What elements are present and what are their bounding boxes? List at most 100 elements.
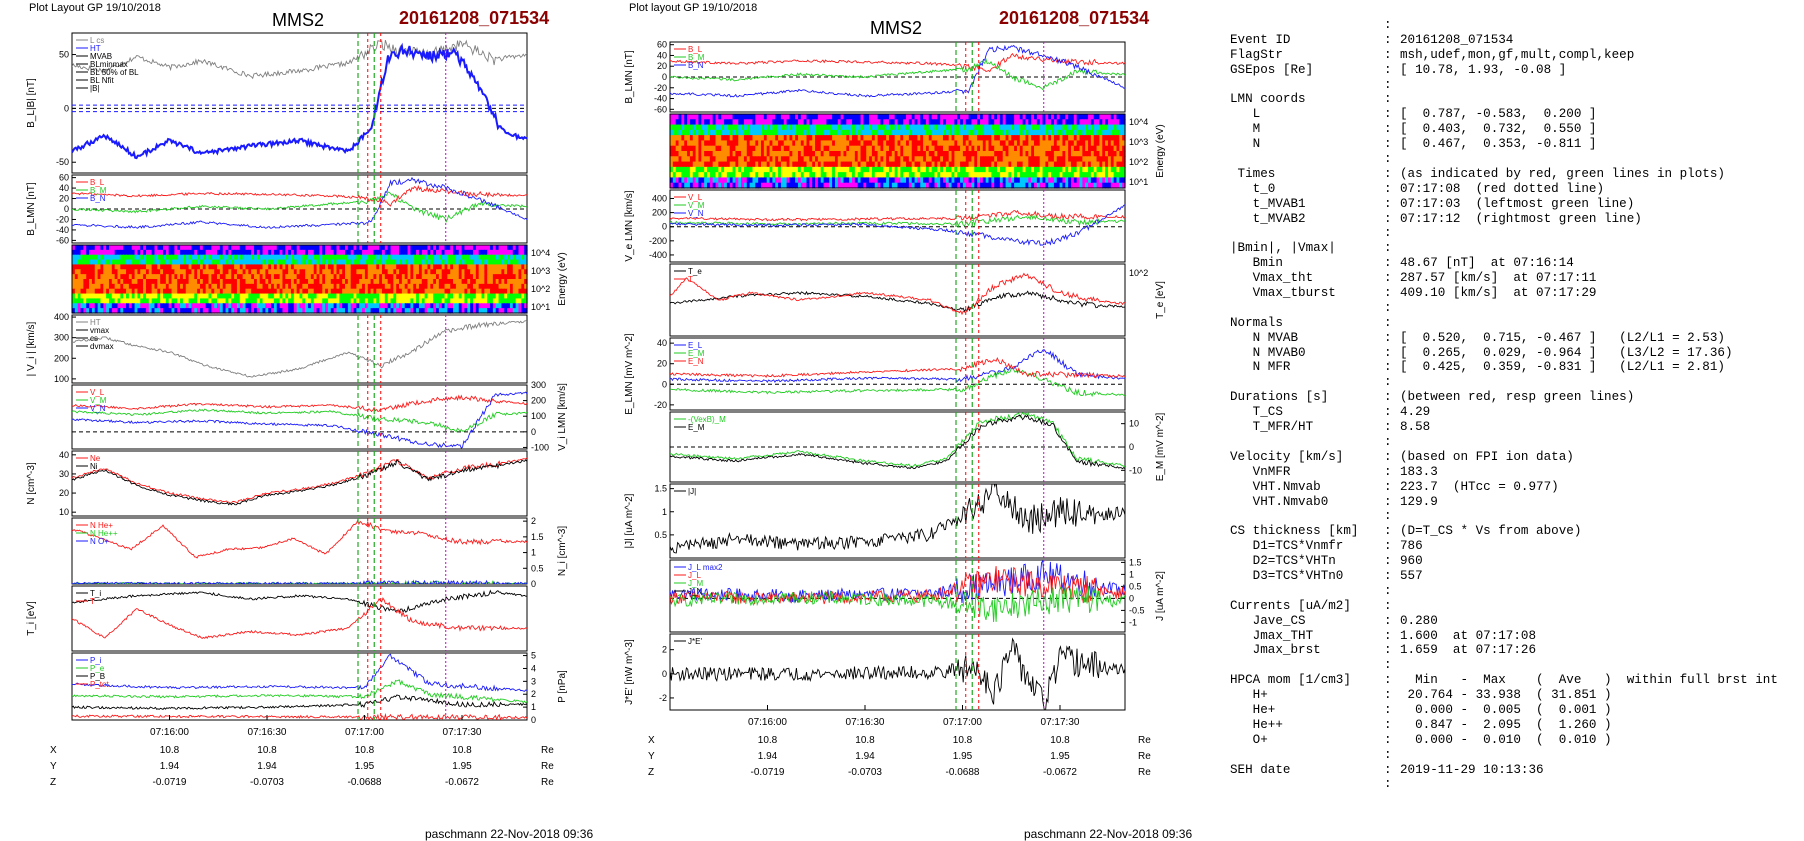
heatmap-cell bbox=[843, 172, 847, 179]
heatmap-cell bbox=[698, 124, 702, 131]
heatmap-cell bbox=[393, 274, 397, 280]
heatmap-cell bbox=[376, 288, 380, 295]
heatmap-cell bbox=[86, 288, 90, 295]
heatmap-cell bbox=[911, 166, 916, 173]
heatmap-cell bbox=[239, 293, 244, 300]
heatmap-cell bbox=[974, 182, 978, 189]
heatmap-cell bbox=[91, 303, 96, 309]
heatmap-cell bbox=[507, 283, 511, 290]
heatmap-cell bbox=[239, 283, 244, 290]
legend-label: V_L bbox=[688, 193, 703, 202]
heatmap-cell bbox=[900, 140, 904, 147]
heatmap-cell bbox=[492, 254, 497, 261]
heatmap-cell bbox=[923, 182, 927, 189]
heatmap-cell bbox=[427, 264, 431, 270]
heatmap-cell bbox=[177, 303, 181, 309]
heatmap-cell bbox=[80, 279, 84, 285]
heatmap-cell bbox=[211, 288, 215, 295]
heatmap-cell bbox=[231, 308, 235, 314]
heatmap-cell bbox=[490, 298, 494, 304]
heatmap-cell bbox=[1008, 166, 1012, 173]
heatmap-cell bbox=[871, 172, 876, 179]
heatmap-cell bbox=[404, 274, 409, 280]
heatmap-cell bbox=[1105, 182, 1109, 189]
series-line bbox=[670, 209, 1125, 222]
panel-frame bbox=[71, 314, 528, 384]
heatmap-cell bbox=[120, 298, 124, 304]
heatmap-cell bbox=[937, 129, 941, 136]
heatmap-cell bbox=[148, 308, 153, 314]
heatmap-cell bbox=[1102, 172, 1106, 179]
heatmap-cell bbox=[77, 249, 82, 256]
heatmap-cell bbox=[251, 308, 255, 314]
series-line bbox=[72, 176, 527, 229]
heatmap-cell bbox=[512, 303, 517, 309]
heatmap-cell bbox=[453, 269, 457, 275]
heatmap-cell bbox=[509, 303, 514, 309]
heatmap-cell bbox=[316, 288, 321, 295]
heatmap-cell bbox=[968, 182, 973, 189]
heatmap-cell bbox=[347, 274, 352, 280]
ephemeris-value: 1.94 bbox=[758, 751, 778, 762]
heatmap-cell bbox=[228, 298, 232, 304]
series-line bbox=[72, 519, 527, 559]
heatmap-cell bbox=[743, 161, 748, 168]
heatmap-cell bbox=[481, 245, 485, 251]
heatmap-cell bbox=[182, 249, 187, 256]
heatmap-cell bbox=[957, 166, 961, 173]
heatmap-cell bbox=[154, 259, 158, 266]
heatmap-cell bbox=[342, 259, 346, 266]
heatmap-cell bbox=[954, 161, 958, 168]
heatmap-cell bbox=[1048, 135, 1052, 142]
heatmap-cell bbox=[957, 129, 961, 136]
heatmap-cell bbox=[1045, 172, 1049, 179]
heatmap-cell bbox=[475, 279, 480, 285]
heatmap-cell bbox=[943, 172, 947, 179]
heatmap-cell bbox=[217, 308, 221, 314]
heatmap-cell bbox=[467, 245, 471, 251]
heatmap-cell bbox=[809, 177, 813, 184]
heatmap-cell bbox=[709, 114, 714, 120]
left-spacecraft-title: MMS2 bbox=[272, 10, 325, 30]
heatmap-cell bbox=[404, 249, 409, 256]
heatmap-cell bbox=[1107, 114, 1112, 120]
heatmap-cell bbox=[988, 172, 992, 179]
heatmap-cell bbox=[427, 288, 431, 295]
heatmap-cell bbox=[1093, 140, 1098, 147]
heatmap-cell bbox=[866, 129, 870, 136]
heatmap-cell bbox=[236, 303, 241, 309]
heatmap-cell bbox=[114, 259, 119, 266]
heatmap-cell bbox=[490, 264, 494, 270]
heatmap-cell bbox=[1119, 172, 1123, 179]
heatmap-cell bbox=[160, 288, 164, 295]
heatmap-cell bbox=[251, 264, 255, 270]
heatmap-cell bbox=[259, 283, 264, 290]
heatmap-cell bbox=[188, 274, 193, 280]
heatmap-cell bbox=[874, 129, 879, 136]
heatmap-cell bbox=[991, 135, 995, 142]
heatmap-cell bbox=[735, 140, 739, 147]
heatmap-cell bbox=[1051, 114, 1055, 120]
heatmap-cell bbox=[1036, 177, 1041, 184]
heatmap-cell bbox=[1082, 135, 1086, 142]
heatmap-cell bbox=[504, 303, 508, 309]
heatmap-cell bbox=[1079, 124, 1083, 131]
heatmap-cell bbox=[381, 283, 386, 290]
heatmap-cell bbox=[982, 114, 987, 120]
ytick-label: -50 bbox=[56, 157, 69, 167]
ytick-label: 0 bbox=[531, 715, 536, 725]
heatmap-cell bbox=[988, 166, 992, 173]
heatmap-cell bbox=[359, 288, 363, 295]
heatmap-cell bbox=[453, 259, 457, 266]
heatmap-cell bbox=[877, 166, 882, 173]
heatmap-cell bbox=[524, 269, 528, 275]
heatmap-cell bbox=[447, 269, 451, 275]
heatmap-cell bbox=[231, 274, 235, 280]
heatmap-cell bbox=[689, 114, 694, 120]
heatmap-cell bbox=[433, 308, 437, 314]
heatmap-cell bbox=[934, 145, 938, 152]
heatmap-cell bbox=[934, 156, 938, 163]
heatmap-cell bbox=[945, 172, 950, 179]
heatmap-cell bbox=[504, 264, 508, 270]
heatmap-cell bbox=[461, 245, 466, 251]
